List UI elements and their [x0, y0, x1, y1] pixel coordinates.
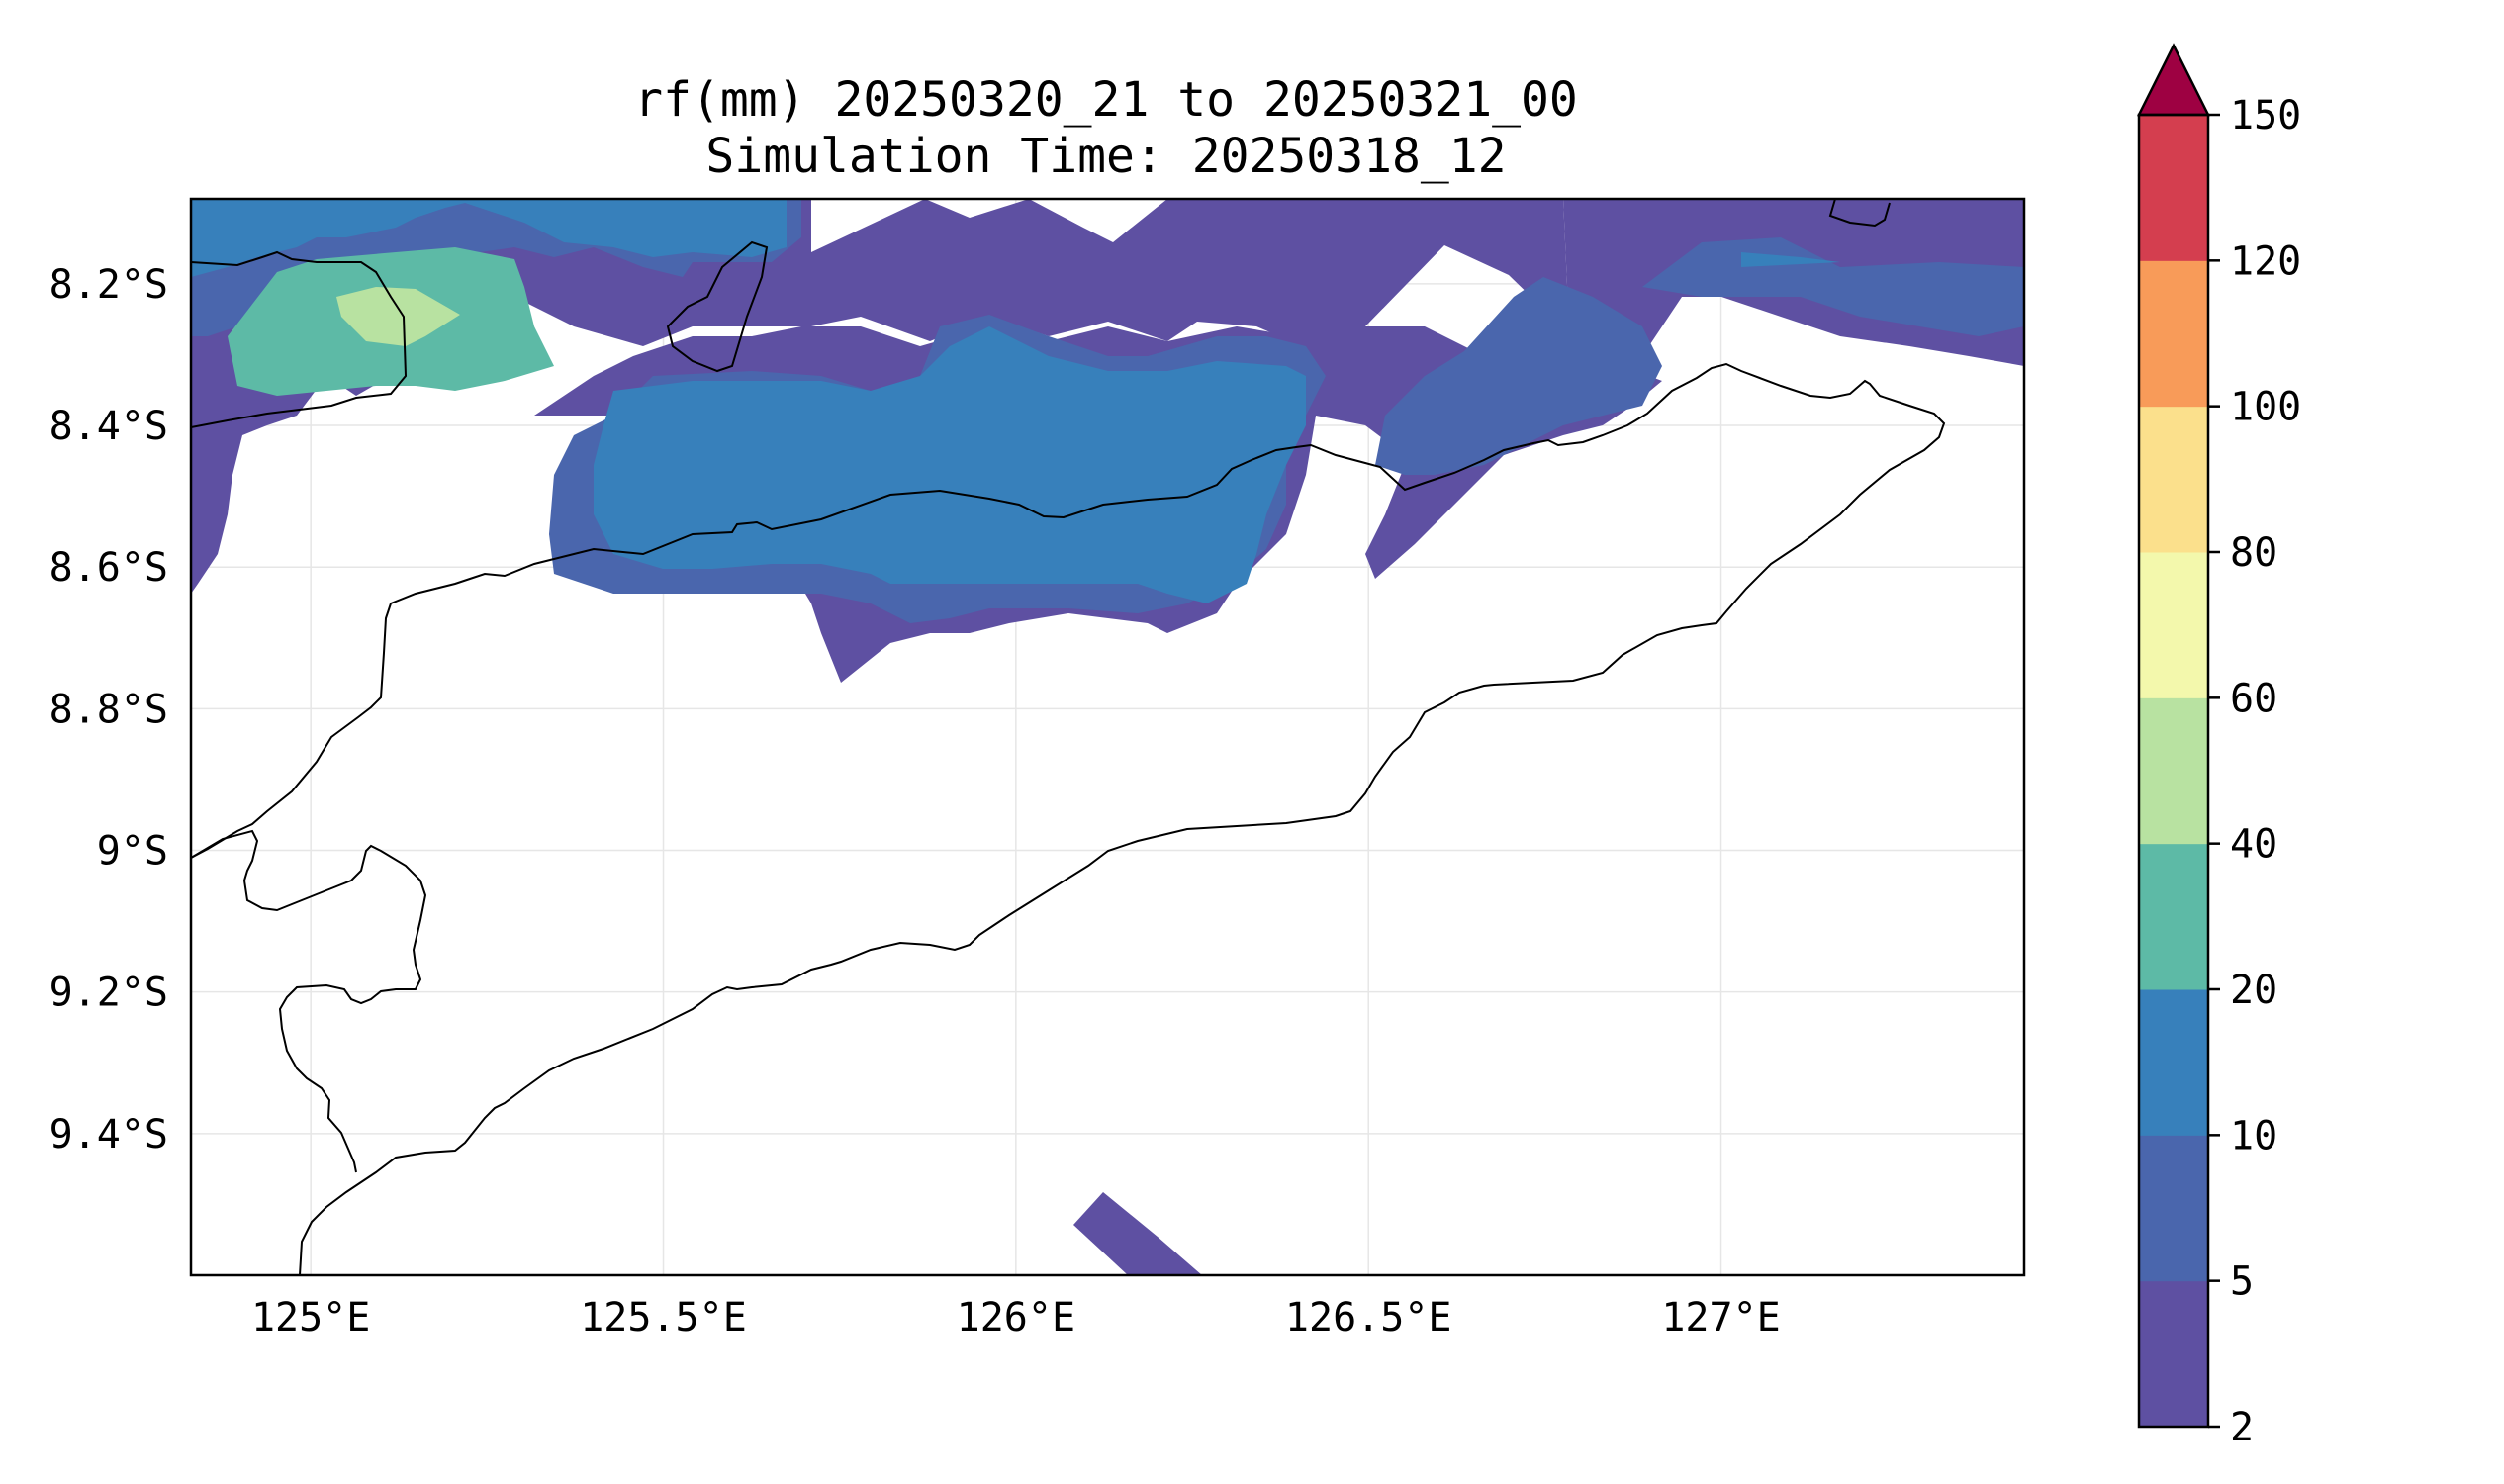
map-title-line1: rf(mm) 20250320_21 to 20250321_00 [634, 72, 1578, 128]
coastline-alor [191, 250, 408, 428]
y-tick-label: 8.6°S [49, 545, 168, 591]
colorbar-tick-label: 10 [2230, 1113, 2277, 1159]
y-tick-label: 8.4°S [49, 404, 168, 449]
y-tick-label: 8.8°S [49, 687, 168, 732]
colorbar-segment [2139, 697, 2208, 845]
colorbar-segment [2139, 115, 2208, 261]
colorbar-tick-label: 40 [2230, 822, 2277, 868]
y-tick-label: 8.2°S [49, 262, 168, 308]
coastline-atauro [666, 240, 769, 373]
rain-contour-south [1073, 1192, 1202, 1275]
y-axis-ticks: 8.2°S 8.4°S 8.6°S 8.8°S 9°S 9.2°S 9.4°S [49, 262, 168, 1158]
coastline-wetar [1828, 199, 1891, 228]
colorbar-tick-label: 80 [2230, 530, 2277, 576]
x-tick-label: 127°E [1661, 1295, 1780, 1341]
colorbar: 2 5 10 20 40 60 80 100 120 150 [2136, 43, 2301, 1450]
x-tick-label: 126.5°E [1285, 1295, 1452, 1341]
colorbar-segment [2139, 552, 2208, 698]
x-axis-ticks: 125°E 125.5°E 126°E 126.5°E 127°E [251, 1295, 1781, 1341]
x-tick-label: 125.5°E [580, 1295, 747, 1341]
coastline-timor-north [191, 362, 1946, 1275]
colorbar-tick-label: 100 [2230, 385, 2301, 430]
colorbar-tick-label: 60 [2230, 676, 2277, 721]
colorbar-segment [2139, 1135, 2208, 1282]
colorbar-segment [2139, 989, 2208, 1136]
colorbar-segment [2139, 1280, 2208, 1428]
colorbar-segment [2139, 843, 2208, 990]
coastline-timor-west [191, 829, 427, 1173]
x-tick-label: 126°E [957, 1295, 1075, 1341]
colorbar-tick-label: 2 [2230, 1405, 2254, 1450]
colorbar-tick-label: 120 [2230, 238, 2301, 284]
colorbar-tick-label: 150 [2230, 93, 2301, 139]
map-title-line2: Simulation Time: 20250318_12 [705, 129, 1506, 184]
rain-contour-main [191, 199, 1568, 594]
y-tick-label: 9.2°S [49, 971, 168, 1016]
y-tick-label: 9.4°S [49, 1112, 168, 1158]
colorbar-frame [2137, 113, 2210, 1429]
rainfall-band-40-60 [336, 287, 460, 346]
colorbar-extend-arrow [2136, 43, 2211, 117]
x-tick-label: 125°E [251, 1295, 370, 1341]
map-panel[interactable] [189, 197, 2026, 1277]
map-frame [189, 197, 2026, 1277]
colorbar-tick-label: 5 [2230, 1259, 2254, 1305]
colorbar-segment [2139, 406, 2208, 553]
rainfall-band-10-20 [191, 199, 1840, 603]
colorbar-segment [2139, 260, 2208, 408]
coastlines [191, 199, 1946, 1275]
colorbar-tick-label: 20 [2230, 968, 2277, 1013]
y-tick-label: 9°S [97, 829, 168, 875]
